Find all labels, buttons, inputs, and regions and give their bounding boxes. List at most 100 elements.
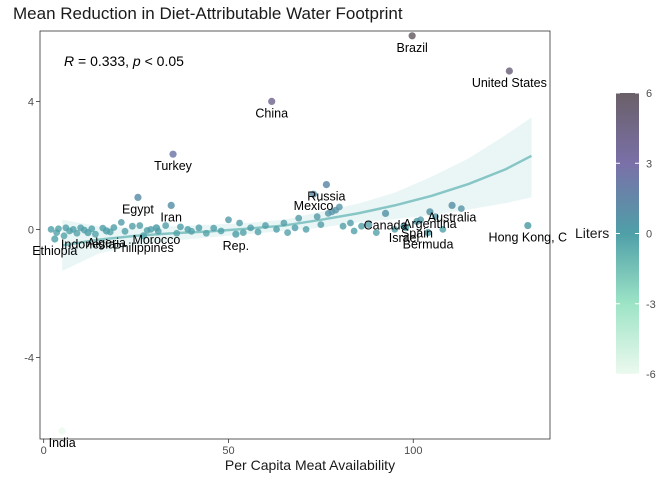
point-label: Morocco — [132, 233, 180, 247]
point-label: Turkey — [154, 159, 192, 173]
legend-title: Liters — [575, 225, 609, 241]
correlation-annotation: R = 0.333, p < 0.05 — [64, 53, 184, 69]
data-point — [295, 214, 303, 222]
data-point — [262, 222, 269, 229]
data-point — [439, 226, 447, 233]
data-point-argentina — [426, 208, 434, 216]
data-point — [121, 227, 129, 235]
data-point — [339, 222, 347, 230]
x-tick-label: 100 — [404, 445, 422, 457]
point-label: Hong Kong, C — [489, 231, 568, 245]
point-label: Bermuda — [403, 238, 454, 252]
data-point-india — [58, 427, 66, 435]
data-point — [217, 227, 225, 235]
legend-tick-label: 0 — [646, 229, 652, 241]
data-point-brazil — [408, 32, 416, 40]
legend-colorbar — [616, 93, 639, 374]
data-point — [273, 226, 280, 233]
legend-tick-label: -3 — [646, 299, 656, 311]
data-point — [110, 224, 118, 231]
x-tick-label: 0 — [41, 445, 47, 457]
data-point — [358, 222, 365, 230]
point-label: Russia — [307, 190, 345, 204]
point-label: Philippines — [113, 241, 173, 255]
data-point-ethiopia — [51, 235, 59, 243]
data-point — [291, 224, 299, 232]
point-label: China — [255, 106, 288, 120]
data-point — [195, 224, 203, 232]
point-label: Canada — [364, 218, 408, 232]
data-point — [117, 218, 125, 226]
point-labels-layer: Brazil United States China Turkey Russia Egyp… — [32, 41, 567, 450]
data-point — [136, 222, 144, 229]
data-point — [210, 224, 218, 232]
y-tick-label: -4 — [24, 352, 34, 364]
data-point — [202, 229, 210, 237]
points-layer — [47, 32, 532, 435]
legend-tick-label: 3 — [646, 158, 652, 170]
point-label: Indonesia — [61, 238, 115, 252]
data-point — [47, 226, 55, 233]
point-label: Argentina — [403, 217, 457, 231]
data-point-hong-kong-c — [524, 221, 532, 230]
data-point-rep- — [232, 230, 240, 238]
chart-title: Mean Reduction in Diet-Attributable Wate… — [13, 4, 403, 23]
data-point — [317, 221, 325, 229]
data-point — [280, 219, 288, 227]
y-tick-label: 4 — [28, 96, 34, 108]
data-point — [347, 219, 354, 227]
data-point — [313, 213, 321, 221]
data-point — [302, 226, 310, 233]
point-label: Egypt — [122, 202, 154, 216]
data-point — [92, 230, 99, 238]
data-point — [350, 227, 358, 235]
data-point-mexico — [309, 190, 318, 198]
data-point-indonesia — [84, 229, 92, 237]
data-point — [225, 216, 232, 224]
point-label: India — [49, 436, 76, 450]
data-point-turkey — [169, 150, 177, 158]
data-point — [147, 226, 155, 233]
point-label: Australia — [428, 210, 477, 224]
data-point — [236, 219, 243, 227]
legend-tick-label: -6 — [646, 369, 656, 381]
data-point-russia — [322, 181, 331, 189]
data-point — [254, 228, 262, 236]
data-point-canada — [381, 209, 390, 217]
point-label: Rep. — [223, 239, 249, 253]
data-point — [162, 222, 170, 229]
data-point-philippines — [139, 232, 148, 240]
data-point — [365, 221, 373, 229]
axes: 0 50 100 -4 0 4 — [24, 96, 422, 457]
point-label: Ethiopia — [32, 244, 77, 258]
data-point — [173, 229, 181, 237]
data-point — [239, 229, 247, 237]
data-point-egypt — [134, 193, 142, 201]
data-point — [73, 229, 81, 237]
point-label: Algeria — [87, 236, 126, 250]
data-point — [335, 203, 343, 211]
data-point-spain — [413, 217, 421, 225]
x-tick-label: 50 — [222, 445, 234, 457]
data-point — [60, 232, 68, 240]
data-point — [247, 224, 255, 232]
data-point-iran — [167, 201, 175, 209]
color-legend: Liters 6 3 0 -3 -6 — [575, 88, 656, 381]
data-point — [372, 229, 380, 237]
point-label: Spain — [401, 226, 433, 240]
y-tick-label: 0 — [28, 224, 34, 236]
x-axis-label: Per Capita Meat Availability — [225, 457, 395, 473]
data-point — [457, 205, 465, 213]
data-point — [432, 213, 439, 221]
data-point-china — [268, 97, 276, 105]
data-point — [188, 227, 195, 235]
data-point-algeria — [102, 227, 111, 235]
data-point-australia — [448, 201, 456, 209]
data-point-morocco — [152, 224, 161, 232]
data-point — [128, 222, 136, 230]
point-label: Iran — [160, 210, 182, 224]
data-point-united-states — [505, 67, 513, 75]
legend-tick-label: 6 — [646, 88, 652, 100]
point-label: Israel — [389, 231, 420, 245]
